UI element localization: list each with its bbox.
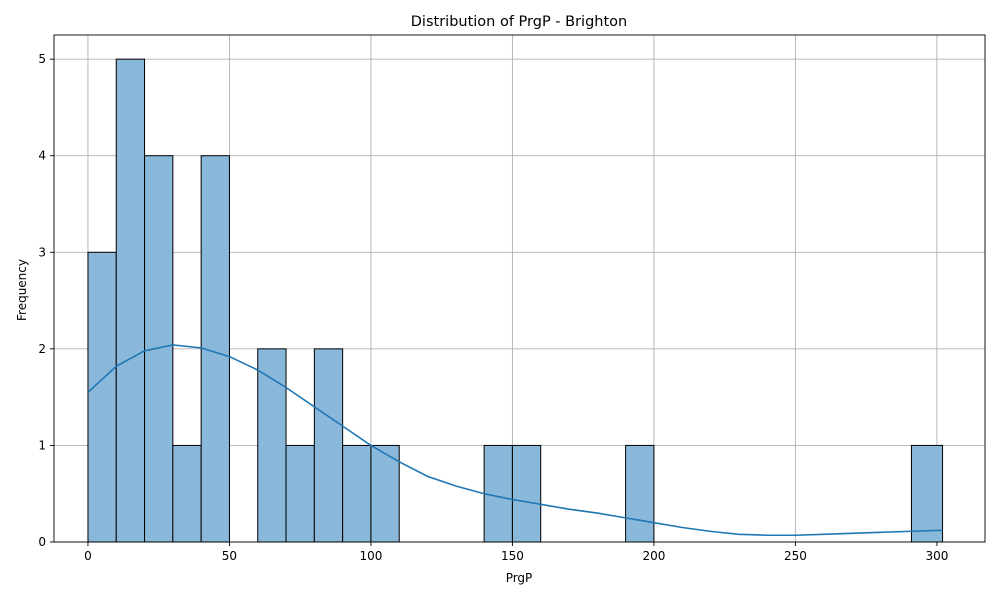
y-axis-ticks: 0 1 2 3 4 5 [38, 52, 54, 549]
y-tick-label: 3 [38, 245, 46, 259]
y-tick-label: 2 [38, 342, 46, 356]
histogram-bar [172, 444, 202, 543]
y-tick-label: 0 [38, 535, 46, 549]
y-tick-label: 4 [38, 149, 46, 163]
histogram-bar [910, 444, 944, 543]
histogram-bar [257, 348, 287, 543]
x-tick-label: 150 [501, 549, 524, 563]
x-tick-label: 50 [222, 549, 237, 563]
y-axis-label: Frequency [15, 259, 29, 321]
x-tick-label: 200 [642, 549, 665, 563]
histogram-bar [625, 444, 655, 543]
histogram-bar [511, 444, 542, 543]
x-tick-label: 300 [925, 549, 948, 563]
bars [87, 58, 944, 543]
histogram-bar [87, 251, 117, 543]
x-axis-label: PrgP [506, 571, 533, 585]
plot-frame [53, 34, 986, 543]
x-tick-label: 0 [84, 549, 92, 563]
x-tick-label: 100 [359, 549, 382, 563]
y-tick-label: 5 [38, 52, 46, 66]
histogram-bar [483, 444, 513, 543]
histogram-bar [144, 155, 174, 543]
histogram-bar [285, 444, 315, 543]
histogram-bar [313, 348, 344, 543]
histogram-bar [342, 444, 372, 543]
x-tick-label: 250 [784, 549, 807, 563]
y-tick-label: 1 [38, 438, 46, 452]
x-axis-ticks: 0 50 100 150 200 250 300 [84, 542, 948, 563]
histogram-bar [115, 58, 146, 543]
chart-title: Distribution of PrgP - Brighton [411, 14, 627, 30]
kde-curve [87, 344, 943, 537]
